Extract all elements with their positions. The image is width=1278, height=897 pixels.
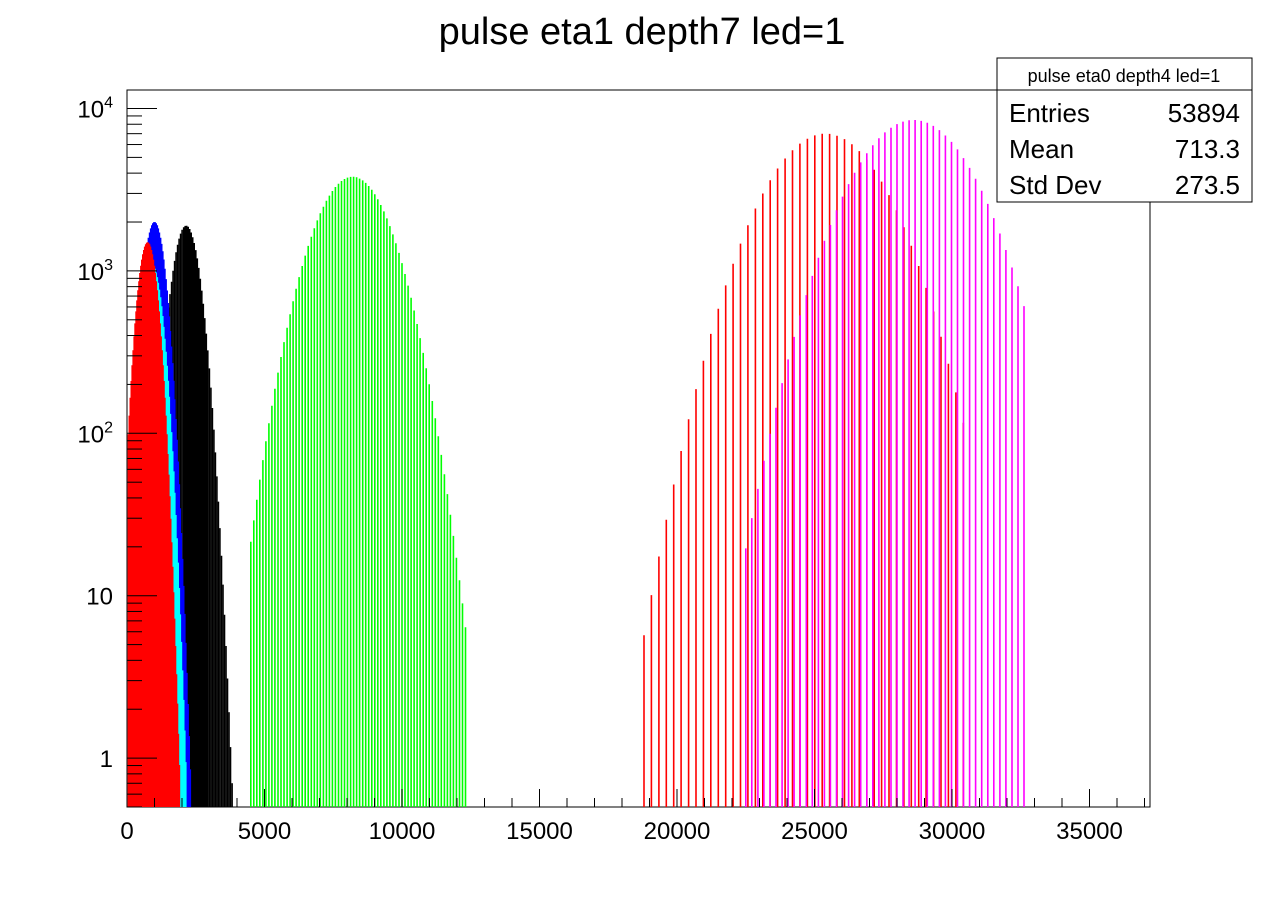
x-tick-label: 25000 (781, 818, 848, 845)
stats-box: pulse eta0 depth4 led=1 Entries 53894 Me… (996, 57, 1253, 203)
chart-title: pulse eta1 depth7 led=1 (439, 11, 846, 53)
plot-frame (126, 89, 1151, 808)
histogram-bars (127, 120, 1025, 807)
y-tick-label: 103 (77, 257, 113, 286)
x-tick-label: 30000 (919, 818, 986, 845)
stats-box-title: pulse eta0 depth4 led=1 (1028, 66, 1221, 86)
stats-stddev-label: Std Dev (1009, 170, 1102, 200)
x-tick-label: 35000 (1056, 818, 1123, 845)
x-tick-label: 5000 (238, 818, 291, 845)
stats-entries-label: Entries (1009, 98, 1090, 128)
y-tick-label: 10 (86, 584, 113, 611)
axes: 0 5000 10000 15000 20000 25000 30000 35000 1 10 10… (77, 95, 1145, 845)
stats-mean-value: 713.3 (1175, 134, 1240, 164)
x-tick-label: 10000 (369, 818, 436, 845)
stats-stddev-value: 273.5 (1175, 170, 1240, 200)
x-tick-label: 20000 (644, 818, 711, 845)
histogram-series-6 (127, 242, 181, 807)
stats-entries-value: 53894 (1168, 98, 1240, 128)
histogram-series-4 (744, 120, 1025, 807)
y-tick-label: 1 (100, 746, 113, 773)
y-tick-label: 102 (77, 419, 113, 448)
stats-box-frame (996, 57, 1253, 203)
histogram-series-1 (250, 176, 467, 807)
x-tick-label: 0 (120, 818, 133, 845)
x-tick-label: 15000 (506, 818, 573, 845)
y-tick-label: 104 (77, 95, 113, 124)
stats-mean-label: Mean (1009, 134, 1074, 164)
